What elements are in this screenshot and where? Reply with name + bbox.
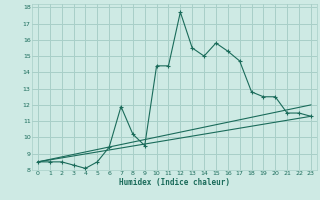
X-axis label: Humidex (Indice chaleur): Humidex (Indice chaleur) [119, 178, 230, 187]
